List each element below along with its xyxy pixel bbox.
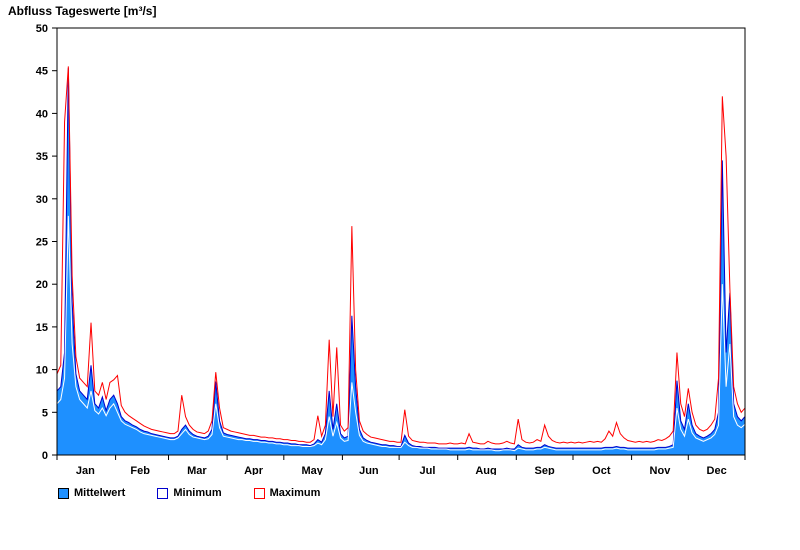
svg-text:Feb: Feb xyxy=(130,465,150,475)
chart-legend: Mittelwert Minimum Maximum xyxy=(58,487,320,499)
svg-text:Jul: Jul xyxy=(420,465,436,475)
svg-text:Dec: Dec xyxy=(707,465,727,475)
legend-label-mittelwert: Mittelwert xyxy=(74,487,126,499)
svg-text:Jun: Jun xyxy=(359,465,379,475)
svg-text:5: 5 xyxy=(42,407,48,419)
svg-text:Nov: Nov xyxy=(650,465,672,475)
svg-text:Jan: Jan xyxy=(76,465,95,475)
legend-label-maximum: Maximum xyxy=(269,487,321,499)
svg-text:25: 25 xyxy=(36,237,48,249)
svg-text:Sep: Sep xyxy=(535,465,555,475)
legend-label-minimum: Minimum xyxy=(173,487,222,499)
svg-text:Oct: Oct xyxy=(592,465,611,475)
mittelwert-swatch xyxy=(58,487,69,499)
legend-item-maximum: Maximum xyxy=(253,487,321,499)
svg-text:45: 45 xyxy=(36,66,48,78)
svg-text:10: 10 xyxy=(36,365,48,377)
svg-text:Aug: Aug xyxy=(475,465,496,475)
svg-text:35: 35 xyxy=(36,151,48,163)
svg-text:50: 50 xyxy=(36,23,48,35)
svg-text:40: 40 xyxy=(36,108,48,120)
svg-text:30: 30 xyxy=(36,194,48,206)
minimum-swatch xyxy=(157,487,169,499)
svg-text:Apr: Apr xyxy=(244,465,264,475)
svg-text:May: May xyxy=(301,465,323,475)
legend-item-mittelwert: Mittelwert xyxy=(58,487,125,499)
discharge-chart: 0 5 10 15 20 25 30 35 40 45 50 Jan Feb Mar Apr May Jun Ju… xyxy=(36,23,746,475)
svg-text:Mar: Mar xyxy=(187,465,207,475)
svg-text:15: 15 xyxy=(36,322,48,334)
chart-title: Abfluss Tageswerte [m³/s] xyxy=(8,4,157,18)
svg-text:0: 0 xyxy=(42,450,48,462)
legend-item-minimum: Minimum xyxy=(157,487,222,499)
maximum-swatch xyxy=(253,487,265,499)
svg-text:20: 20 xyxy=(36,279,48,291)
